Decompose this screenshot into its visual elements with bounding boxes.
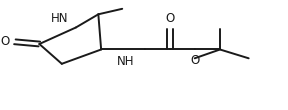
Text: O: O bbox=[165, 12, 175, 25]
Text: NH: NH bbox=[117, 55, 134, 68]
Text: O: O bbox=[1, 35, 10, 48]
Text: HN: HN bbox=[51, 12, 69, 25]
Text: O: O bbox=[190, 54, 199, 67]
